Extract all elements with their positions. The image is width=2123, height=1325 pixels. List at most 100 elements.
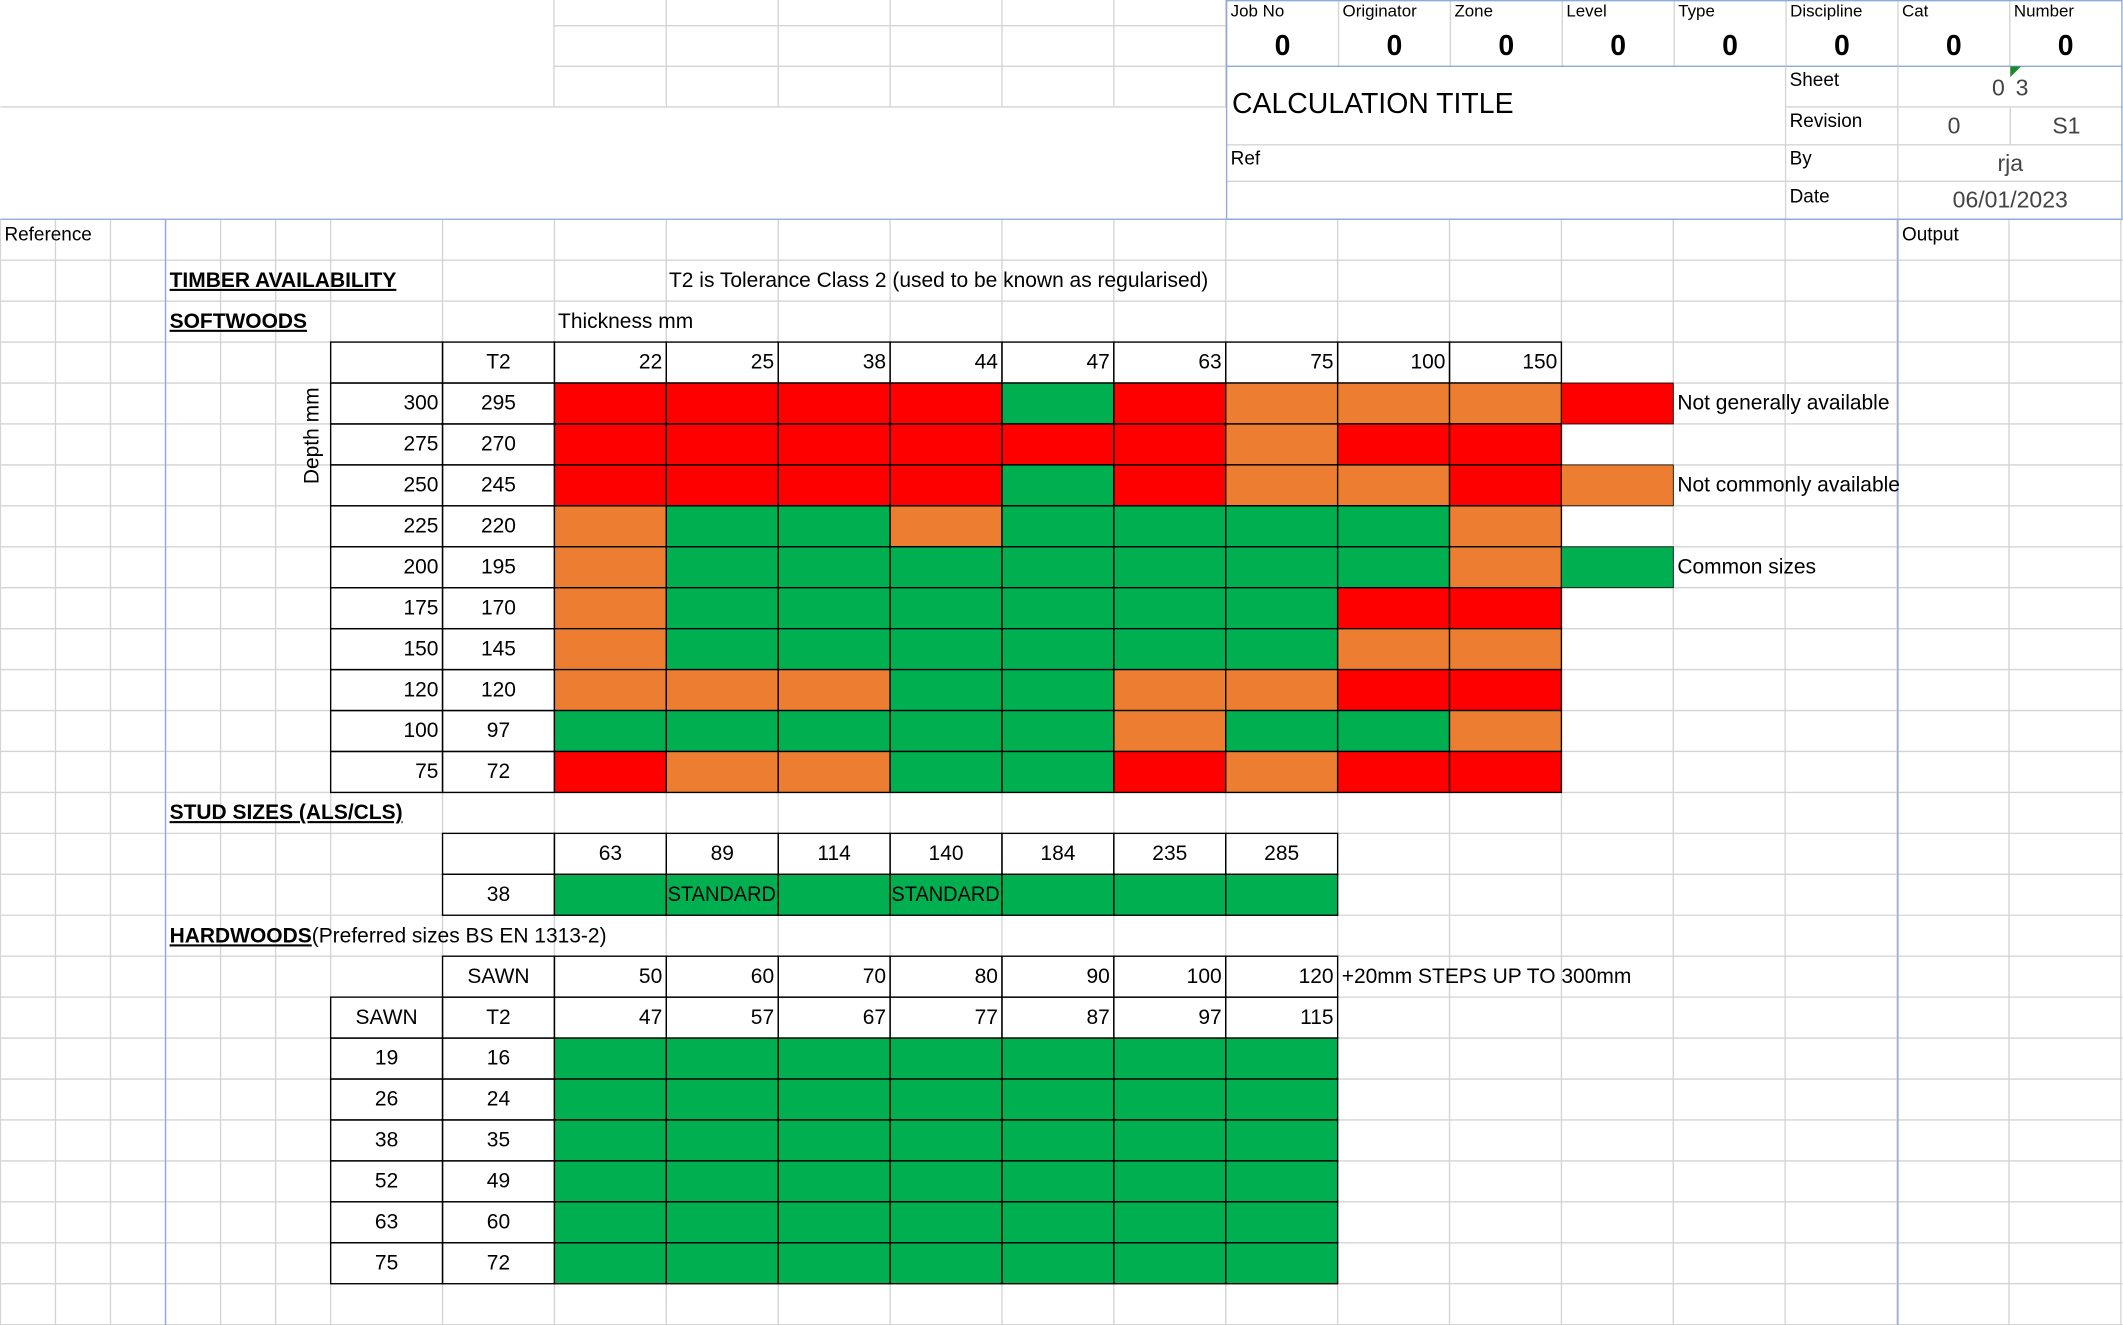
cell-text: 175 [403, 596, 438, 619]
cell-text: 0 [1992, 74, 2005, 100]
availability-cell [777, 382, 891, 425]
availability-cell [1225, 546, 1339, 589]
availability-cell [553, 423, 667, 466]
availability-cell [553, 750, 667, 794]
cell-text: Discipline [1790, 2, 1862, 21]
cell-text: 0 [1946, 30, 1962, 62]
cell-text: 26 [375, 1088, 398, 1111]
cell-text: 75 [375, 1251, 398, 1274]
cell-text: 63 [599, 842, 622, 865]
availability-cell [889, 505, 1003, 548]
cell-text: 184 [1040, 842, 1075, 865]
availability-cell [1336, 505, 1451, 548]
cell-text: 60 [751, 965, 774, 988]
title: HARDWOODS [170, 924, 312, 947]
cell-text: Ref [1231, 149, 1261, 170]
cell-text: 250 [403, 474, 438, 497]
hardwood-cell [553, 1119, 667, 1162]
cell-text: 72 [487, 760, 510, 783]
hardwood-cell [889, 1201, 1003, 1244]
cell-text: 170 [481, 596, 516, 619]
availability-cell [553, 709, 667, 753]
hardwood-cell [1225, 1119, 1339, 1162]
cell-text: 0 [2058, 30, 2074, 62]
cell-text: Originator [1343, 2, 1418, 21]
availability-cell [1113, 464, 1227, 507]
cell-text: 25 [751, 351, 774, 374]
availability-cell [777, 546, 891, 589]
cell-text: 0 [1722, 30, 1738, 62]
cell-text: 120 [403, 678, 438, 701]
cell-text: STUD SIZES (ALS/CLS) [170, 801, 403, 824]
availability-cell [889, 709, 1003, 753]
hardwood-cell [665, 1078, 779, 1121]
cell-text: 225 [403, 515, 438, 538]
availability-cell [1448, 668, 1563, 712]
hardwood-cell [889, 1119, 1003, 1162]
cell-text: 100 [1410, 351, 1445, 374]
cell-text: 235 [1152, 842, 1187, 865]
cell-text: 150 [403, 637, 438, 660]
cell-text: 145 [481, 637, 516, 660]
availability-cell [777, 587, 891, 630]
cell-text: S1 [2052, 112, 2080, 138]
hardwood-cell [1113, 1201, 1227, 1244]
cell-text: Zone [1454, 2, 1493, 21]
availability-cell [889, 587, 1003, 630]
hardwood-cell [665, 1160, 779, 1203]
cell-text: T2 [486, 1006, 510, 1029]
availability-cell [777, 750, 891, 794]
cell-text: Output [1902, 224, 1960, 245]
cell-text: 70 [863, 965, 886, 988]
availability-cell [1113, 587, 1227, 630]
availability-cell [1448, 546, 1563, 589]
cell-text: 72 [487, 1251, 510, 1274]
hardwood-cell [1001, 1201, 1115, 1244]
cell-text: 63 [1198, 351, 1221, 374]
availability-cell [1336, 382, 1451, 425]
cell-text: 120 [1299, 965, 1334, 988]
availability-cell [1448, 423, 1563, 466]
cell-text: 3 [2016, 74, 2029, 100]
cell-text: 0 [1275, 30, 1291, 62]
availability-cell [665, 423, 779, 466]
hardwood-cell [889, 1160, 1003, 1203]
header-cell [329, 341, 444, 384]
stud-cell [1001, 873, 1115, 916]
cell-text: 115 [1300, 1006, 1333, 1029]
hardwood-cell [1001, 1242, 1115, 1285]
availability-cell [665, 668, 779, 712]
availability-cell [1113, 505, 1227, 548]
availability-cell [889, 382, 1003, 425]
hardwood-cell [889, 1242, 1003, 1285]
hardwood-cell [777, 1160, 891, 1203]
availability-cell [553, 464, 667, 507]
availability-cell [1448, 750, 1563, 794]
hardwood-cell [777, 1242, 891, 1285]
availability-cell [553, 505, 667, 548]
availability-cell [665, 750, 779, 794]
cell-text: 285 [1264, 842, 1299, 865]
hardwood-cell [1225, 1078, 1339, 1121]
cell-text: T2 [486, 351, 510, 374]
availability-cell [889, 627, 1003, 671]
availability-cell [1448, 627, 1563, 671]
hardwood-cell [1225, 1201, 1339, 1244]
hardwood-cell [665, 1119, 779, 1162]
availability-cell [1336, 668, 1451, 712]
depth-label: Depth mm [301, 387, 324, 484]
availability-cell [1225, 587, 1339, 630]
availability-cell [665, 709, 779, 753]
cell-text: 57 [751, 1006, 774, 1029]
availability-cell [777, 423, 891, 466]
availability-cell [1225, 709, 1339, 753]
cell-text: SOFTWOODS [170, 310, 307, 333]
availability-cell [1336, 587, 1451, 630]
availability-cell [1001, 750, 1115, 794]
subtitle: (Preferred sizes BS EN 1313-2) [312, 924, 607, 947]
availability-cell [1001, 464, 1115, 507]
cell-text: 60 [487, 1210, 510, 1233]
cell-text: 49 [487, 1170, 510, 1193]
cell-text: 67 [863, 1006, 886, 1029]
